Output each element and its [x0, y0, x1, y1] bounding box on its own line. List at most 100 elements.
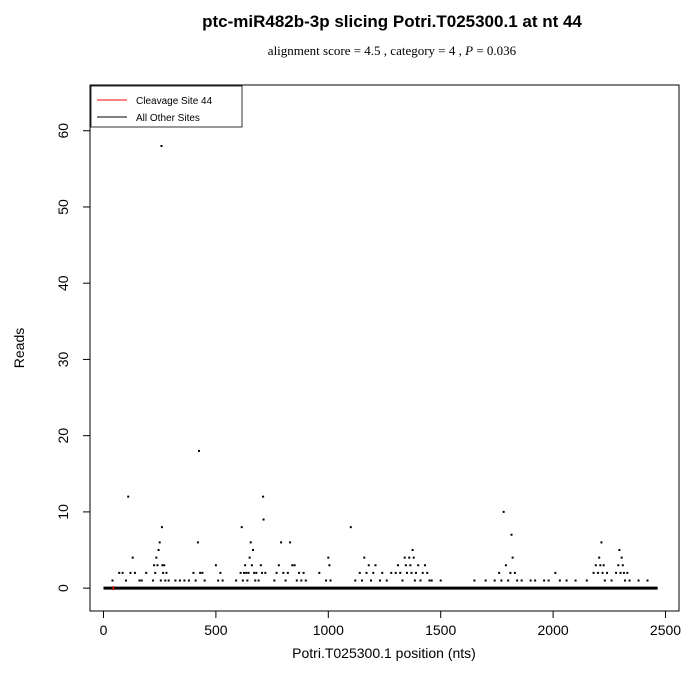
data-point-78 — [304, 579, 307, 582]
data-point-48 — [245, 571, 248, 574]
data-point-103 — [404, 564, 407, 567]
data-point-124 — [500, 579, 503, 582]
data-point-120 — [473, 579, 476, 582]
data-point-132 — [516, 579, 519, 582]
data-point-41 — [221, 579, 224, 582]
data-point-82 — [328, 564, 331, 567]
data-point-128 — [509, 571, 512, 574]
data-point-72 — [291, 564, 294, 567]
data-point-152 — [606, 571, 609, 574]
data-point-160 — [622, 571, 625, 574]
data-point-145 — [597, 571, 600, 574]
subtitle-pre: alignment score = 4.5 , category = 4 , — [268, 43, 465, 58]
legend-label-cleavage: Cleavage Site 44 — [136, 96, 213, 107]
data-point-93 — [374, 564, 377, 567]
data-point-53 — [250, 564, 253, 567]
data-point-10 — [145, 571, 148, 574]
subtitle-p: P — [464, 43, 473, 58]
data-point-40 — [219, 571, 222, 574]
data-point-23 — [163, 564, 166, 567]
data-point-1 — [118, 571, 121, 574]
data-point-91 — [370, 579, 373, 582]
data-point-51 — [248, 556, 251, 559]
data-point-134 — [529, 579, 532, 582]
x-tick-label-1500: 1500 — [425, 622, 456, 638]
data-point-22 — [162, 571, 165, 574]
data-point-61 — [262, 495, 265, 498]
data-point-158 — [620, 556, 623, 559]
data-point-47 — [244, 564, 247, 567]
data-point-133 — [520, 579, 523, 582]
data-point-44 — [240, 526, 243, 529]
data-point-16 — [157, 549, 160, 552]
data-point-34 — [198, 449, 201, 452]
data-point-38 — [214, 564, 217, 567]
data-point-65 — [275, 571, 278, 574]
data-point-73 — [293, 564, 296, 567]
data-point-43 — [239, 571, 242, 574]
data-point-58 — [257, 579, 260, 582]
data-point-122 — [493, 579, 496, 582]
data-point-99 — [396, 564, 399, 567]
data-point-118 — [430, 579, 433, 582]
data-point-24 — [164, 579, 167, 582]
plot-frame — [89, 84, 680, 612]
data-point-155 — [617, 564, 620, 567]
data-point-30 — [187, 579, 190, 582]
data-point-153 — [610, 579, 613, 582]
data-point-13 — [154, 571, 157, 574]
data-point-80 — [325, 579, 328, 582]
data-point-151 — [603, 579, 606, 582]
data-point-130 — [511, 556, 514, 559]
data-point-159 — [621, 564, 624, 567]
data-point-85 — [354, 579, 357, 582]
data-point-21 — [161, 564, 164, 567]
y-tick-label-40: 40 — [55, 275, 71, 291]
chart-title: ptc-miR482b-3p slicing Potri.T025300.1 a… — [202, 12, 582, 31]
x-tick-label-1000: 1000 — [313, 622, 344, 638]
data-point-15 — [156, 564, 159, 567]
data-point-125 — [502, 510, 505, 513]
data-point-69 — [284, 579, 287, 582]
y-tick-label-0: 0 — [55, 584, 71, 592]
data-point-150 — [602, 564, 605, 567]
data-point-49 — [246, 579, 249, 582]
data-point-87 — [361, 579, 364, 582]
data-point-63 — [264, 571, 267, 574]
data-point-162 — [626, 571, 629, 574]
data-point-165 — [646, 579, 649, 582]
data-point-79 — [318, 571, 321, 574]
data-point-97 — [390, 571, 393, 574]
data-point-5 — [129, 571, 132, 574]
data-point-36 — [201, 571, 204, 574]
data-point-81 — [327, 556, 330, 559]
data-point-45 — [241, 579, 244, 582]
data-point-83 — [329, 579, 332, 582]
data-point-0 — [111, 579, 114, 582]
y-tick-label-60: 60 — [55, 123, 71, 139]
data-point-39 — [217, 579, 220, 582]
data-point-32 — [194, 579, 197, 582]
data-point-56 — [254, 579, 257, 582]
data-point-27 — [174, 579, 177, 582]
chart-subtitle: alignment score = 4.5 , category = 4 , P… — [268, 43, 517, 58]
y-tick-label-10: 10 — [55, 504, 71, 520]
data-point-4 — [127, 495, 130, 498]
data-point-139 — [558, 579, 561, 582]
data-point-68 — [282, 571, 285, 574]
data-point-94 — [379, 579, 382, 582]
data-point-121 — [484, 579, 487, 582]
data-point-20 — [160, 526, 163, 529]
data-point-154 — [615, 571, 618, 574]
data-point-8 — [138, 579, 141, 582]
data-point-137 — [547, 579, 550, 582]
data-point-33 — [196, 541, 199, 544]
data-point-107 — [410, 571, 413, 574]
data-point-46 — [242, 571, 245, 574]
data-point-55 — [253, 571, 256, 574]
data-point-6 — [131, 556, 134, 559]
data-point-52 — [249, 541, 252, 544]
data-point-89 — [365, 571, 368, 574]
data-point-127 — [507, 579, 510, 582]
data-point-104 — [405, 571, 408, 574]
